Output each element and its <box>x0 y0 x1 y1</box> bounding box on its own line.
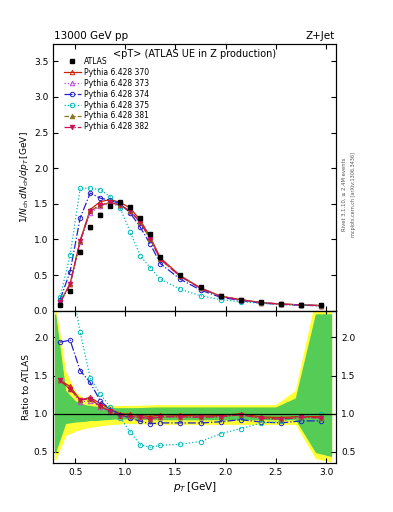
Y-axis label: Ratio to ATLAS: Ratio to ATLAS <box>22 354 31 420</box>
Text: <pT> (ATLAS UE in Z production): <pT> (ATLAS UE in Z production) <box>113 49 276 59</box>
Text: mcplots.cern.ch [arXiv:1306.3436]: mcplots.cern.ch [arXiv:1306.3436] <box>351 152 356 237</box>
Text: Z+Jet: Z+Jet <box>306 31 335 41</box>
X-axis label: $p_T\,[\mathrm{GeV}]$: $p_T\,[\mathrm{GeV}]$ <box>173 480 217 494</box>
Y-axis label: $1/N_\mathrm{ch}\,dN_\mathrm{ch}/dp_T\,[\mathrm{GeV}]$: $1/N_\mathrm{ch}\,dN_\mathrm{ch}/dp_T\,[… <box>18 131 31 223</box>
Legend: ATLAS, Pythia 6.428 370, Pythia 6.428 373, Pythia 6.428 374, Pythia 6.428 375, P: ATLAS, Pythia 6.428 370, Pythia 6.428 37… <box>62 55 151 133</box>
Text: 13000 GeV pp: 13000 GeV pp <box>54 31 129 41</box>
Text: Rivet 3.1.10, ≥ 2.4M events: Rivet 3.1.10, ≥ 2.4M events <box>342 158 347 231</box>
